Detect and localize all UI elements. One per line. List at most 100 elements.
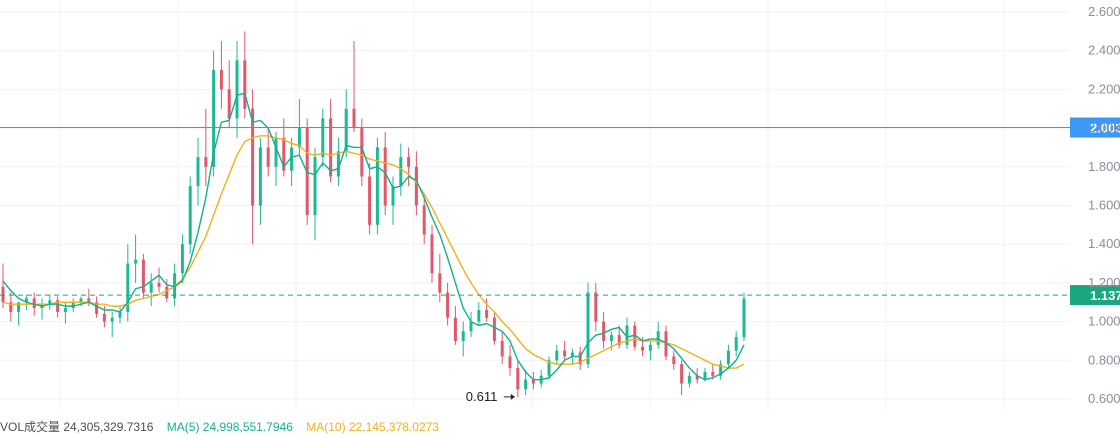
candle <box>71 298 75 312</box>
candle <box>680 360 684 396</box>
candle <box>687 371 691 388</box>
candle <box>219 41 223 109</box>
candle <box>516 360 520 398</box>
candle <box>500 331 504 365</box>
candle <box>446 282 450 326</box>
candle <box>87 288 91 307</box>
volume-ma10: MA(10) 22,145,378.0273 <box>306 420 439 434</box>
candle <box>578 346 582 370</box>
y-tick-label: 2.600 <box>1088 4 1120 19</box>
candle <box>134 234 138 283</box>
grid-lines <box>0 0 1070 410</box>
low-arrow-head <box>510 393 515 400</box>
candle <box>188 176 192 254</box>
candle <box>563 340 567 361</box>
y-tick-label: 2.000 <box>1088 120 1120 135</box>
candlestick-series <box>1 31 746 398</box>
low-price-label: 0.611 <box>466 389 498 404</box>
candle <box>297 99 301 158</box>
candle <box>399 143 403 196</box>
candle <box>625 317 629 349</box>
candle <box>110 311 114 338</box>
candle <box>656 321 660 349</box>
candle <box>329 99 333 183</box>
candle <box>9 292 13 322</box>
candle <box>243 31 247 119</box>
candle <box>321 108 325 167</box>
candle <box>40 298 44 320</box>
price-line: 1.137 <box>0 285 1120 306</box>
y-tick-label: 1.200 <box>1088 275 1120 290</box>
y-tick-label: 0.600 <box>1088 391 1120 406</box>
candle <box>235 41 239 138</box>
y-tick-label: 1.800 <box>1088 159 1120 174</box>
candle <box>407 147 411 187</box>
candle <box>95 296 99 318</box>
candle <box>141 253 145 299</box>
candle <box>157 267 161 293</box>
y-tick-label: 1.000 <box>1088 314 1120 329</box>
candle <box>734 331 738 357</box>
candle <box>477 302 481 326</box>
candle <box>547 356 551 380</box>
ma-slow-line <box>2 135 745 369</box>
candle <box>48 294 52 310</box>
candle <box>430 224 434 283</box>
candle <box>391 176 395 225</box>
candle <box>149 273 153 307</box>
price-tag <box>1070 117 1120 138</box>
y-tick-label: 1.600 <box>1088 198 1120 213</box>
candle <box>290 137 294 187</box>
ma-fast-line <box>2 92 745 381</box>
candle <box>368 162 372 235</box>
volume-total: VOL成交量 24,305,329.7316 <box>0 420 154 434</box>
candle <box>196 137 200 206</box>
candle <box>524 369 528 396</box>
price-line: 2.003 <box>0 117 1120 138</box>
y-tick-label: 1.400 <box>1088 236 1120 251</box>
candle <box>617 325 621 349</box>
candle <box>719 360 723 380</box>
candle <box>251 89 255 245</box>
y-tick-label: 0.800 <box>1088 352 1120 367</box>
price-tag-label: 1.137 <box>1090 288 1120 303</box>
candle <box>602 311 606 349</box>
candle <box>422 195 426 245</box>
candle <box>56 296 60 318</box>
candle <box>586 282 590 369</box>
candle <box>453 306 457 345</box>
candle <box>594 282 598 332</box>
candle <box>17 302 21 326</box>
candle <box>438 253 442 303</box>
candle <box>1 263 5 309</box>
candle <box>118 306 122 324</box>
candle <box>180 234 184 283</box>
candle <box>126 244 130 322</box>
price-tag-label: 2.003 <box>1090 121 1120 136</box>
candle <box>672 350 676 370</box>
candle <box>555 344 559 365</box>
candle <box>461 321 465 357</box>
candle <box>726 344 730 369</box>
candle <box>336 137 340 187</box>
candle <box>648 340 652 361</box>
candle <box>227 60 231 129</box>
candle <box>274 131 278 187</box>
candle <box>258 137 262 225</box>
volume-ma5: MA(5) 24,998,551.7946 <box>166 420 293 434</box>
candle <box>531 371 535 390</box>
candle <box>352 41 356 132</box>
low-annotation: 0.611 <box>466 389 515 404</box>
price-tag <box>1070 285 1120 306</box>
y-tick-label: 2.200 <box>1088 81 1120 96</box>
price-lines: 2.003 1.137 <box>0 117 1120 306</box>
candle <box>508 344 512 376</box>
candle <box>492 311 496 345</box>
candle <box>633 321 637 351</box>
candle <box>360 118 364 187</box>
candle <box>469 311 473 338</box>
candle <box>485 298 489 322</box>
volume-legend: VOL成交量 24,305,329.7316 MA(5) 24,998,551.… <box>0 418 449 434</box>
candle <box>204 108 208 187</box>
